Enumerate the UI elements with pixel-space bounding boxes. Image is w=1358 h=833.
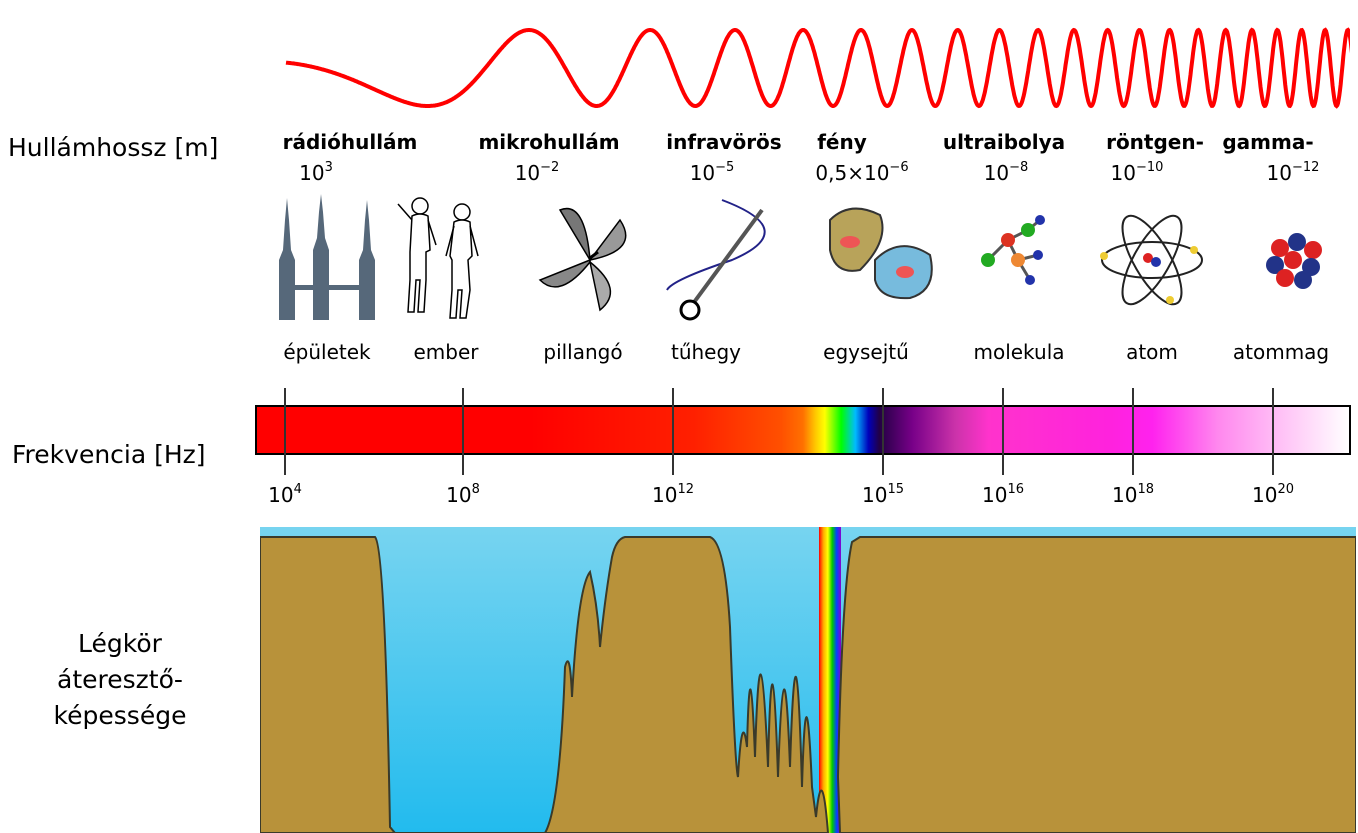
band-name-xray: röntgen- xyxy=(1106,130,1204,154)
atmosphere-transmission-label: Légkör áteresztő- képessége xyxy=(53,629,187,730)
wave-line xyxy=(285,27,1350,109)
buildings-icon xyxy=(269,190,389,330)
object-label-buildings: épületek xyxy=(283,340,371,364)
object-label-butterfly: pillangó xyxy=(543,340,623,364)
wavelength-radio: 103 xyxy=(299,160,333,185)
ground-absorption-left xyxy=(260,536,830,833)
wavelength-infrared: 10−5 xyxy=(689,160,735,185)
cell-icon xyxy=(820,190,940,330)
object-label-single-cell: egysejtű xyxy=(823,340,909,364)
frequency-label-1e8: 108 xyxy=(446,482,480,507)
frequency-label-1e20: 1020 xyxy=(1252,482,1294,507)
band-name-gamma: gamma- xyxy=(1222,130,1314,154)
wavelength-xray: 10−10 xyxy=(1110,160,1164,185)
frequency-label-1e4: 104 xyxy=(268,482,302,507)
frequency-axis-label: Frekvencia [Hz] xyxy=(12,440,206,469)
wavelength-gamma: 10−12 xyxy=(1266,160,1320,185)
wavelength-light: 0,5×10−6 xyxy=(815,160,909,185)
object-label-needle-tip: tűhegy xyxy=(670,340,742,364)
frequency-label-1e16: 1016 xyxy=(982,482,1024,507)
molecule-icon xyxy=(958,190,1078,330)
atom-icon xyxy=(1092,190,1212,330)
humans-icon xyxy=(392,190,512,330)
butterfly-icon xyxy=(530,190,650,330)
frequency-label-1e18: 1018 xyxy=(1112,482,1154,507)
wavelength-ultraviolet: 10−8 xyxy=(983,160,1029,185)
wavelength-axis-label: Hullámhossz [m] xyxy=(8,133,219,162)
spectrum-color-bar xyxy=(255,405,1351,455)
nucleus-icon xyxy=(1235,190,1355,330)
object-label-molecule: molekula xyxy=(973,340,1065,364)
object-label-atom: atom xyxy=(1126,340,1178,364)
wavelength-microwave: 10−2 xyxy=(514,160,560,185)
atmosphere-transmission-graphic xyxy=(260,527,1356,833)
band-name-infrared: infravörös xyxy=(666,130,782,154)
band-name-radio: rádióhullám xyxy=(282,130,418,154)
ground-absorption-right xyxy=(836,536,1356,833)
object-label-nucleus: atommag xyxy=(1232,340,1330,364)
band-name-ultraviolet: ultraibolya xyxy=(942,130,1066,154)
wave-illustration xyxy=(285,27,1350,109)
band-name-microwave: mikrohullám xyxy=(478,130,620,154)
frequency-label-1e15: 1015 xyxy=(862,482,904,507)
visible-window-rainbow xyxy=(819,527,841,833)
frequency-label-1e12: 1012 xyxy=(652,482,694,507)
needle-icon xyxy=(662,190,782,330)
object-label-human: ember xyxy=(413,340,479,364)
spectrum-ticks xyxy=(284,388,1274,475)
band-name-light: fény xyxy=(817,130,867,154)
